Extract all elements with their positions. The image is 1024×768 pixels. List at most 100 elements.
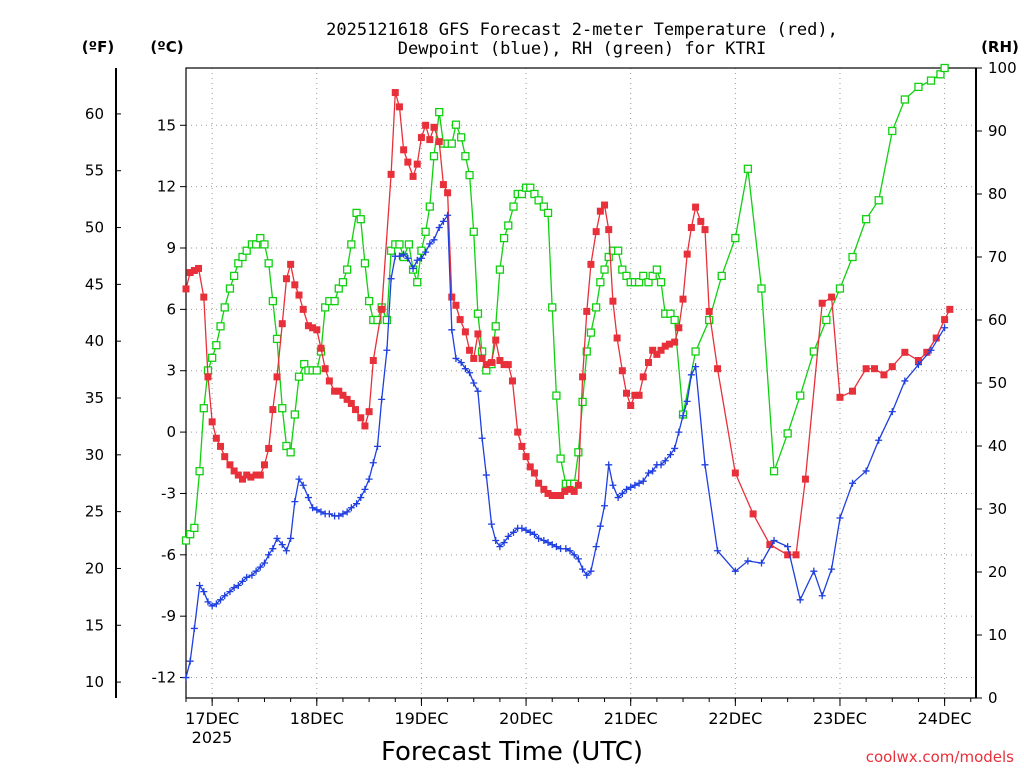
dewpoint-point [618,489,626,497]
dewpoint-point [369,459,377,467]
rh-point [352,208,361,218]
celsius-tick-label: 9 [166,239,176,257]
dewpoint-point [627,483,635,491]
rh-tick-label: 90 [988,122,1007,140]
rh-point [461,152,470,161]
dewpoint-point [562,545,570,553]
dewpoint-point [631,481,639,489]
fahrenheit-tick-label: 15 [85,616,104,634]
dewpoint-point [353,500,361,508]
temperature-point [496,357,504,364]
dewpoint-point [875,436,883,444]
dewpoint-point [675,428,683,436]
rh-point [582,347,591,356]
temperature-point [317,344,325,352]
rh-point [181,536,191,545]
dewpoint-point [526,528,534,536]
rh-point [596,278,605,287]
temperature-point [932,334,940,342]
dewpoint-point [387,275,395,283]
temperature-point [570,487,578,495]
temperature-point [828,293,836,301]
temperature-point [404,158,412,166]
dewpoint-point [448,326,456,334]
temperature-point [221,453,229,461]
rh-point [477,347,487,356]
rh-point [195,467,204,476]
dewpoint-point [400,250,408,258]
rh-point [321,303,330,312]
temperature-point [361,422,369,430]
temperature-point [701,226,709,234]
celsius-tick-label: -6 [161,546,176,564]
temperature-point [941,316,949,324]
temperature-point [749,510,757,518]
dewpoint-point [657,461,665,469]
x-tick-label: 23DEC [813,709,867,728]
dewpoint-point [888,408,896,416]
temperature-point [269,406,277,414]
x-axis-title: Forecast Time (UTC) [381,737,643,767]
temperature-point [409,172,417,180]
temperature-point [204,373,212,381]
temperature-point [461,328,469,336]
temperature-point [435,138,443,146]
temperature-point [190,267,198,274]
dewpoint-point [492,537,500,544]
temperature-point [579,373,587,381]
dewpoint-point [435,224,443,232]
rh-point [225,284,235,293]
dewpoint-point [757,559,765,567]
temperature-point [587,260,595,268]
rh-tick-label: 70 [988,248,1007,266]
rh-point [278,404,287,413]
temperature-point [849,387,857,395]
temperature-point [347,399,355,407]
temperature-point [226,461,234,469]
dewpoint-point [413,256,421,264]
temperature-point [452,301,460,309]
temperature-point [234,471,242,479]
temperature-point [287,260,295,268]
dewpoint-point [252,567,260,575]
rh-point [691,347,700,356]
rh-point [260,240,269,249]
temperature-point [243,471,251,479]
temperature-point [309,324,317,332]
temperature-point [618,367,626,375]
dewpoint-point [496,543,504,551]
temperature-point [195,264,203,272]
dewpoint-point [182,674,190,682]
dewpoint-point [243,573,251,581]
temperature-point [208,418,216,426]
dewpoint-point [208,602,216,610]
dewpoint-point [439,217,447,225]
rh-point [731,233,740,243]
rh-point [586,328,596,337]
dewpoint-point [635,479,643,487]
temperature-point [880,371,888,379]
temperature-point [692,203,700,211]
temperature-point [548,492,556,499]
rh-point [618,265,627,274]
rh-point [220,303,229,312]
dewpoint-point [583,571,591,579]
rh-point [888,126,897,136]
dewpoint-point [287,534,295,542]
rh-point [552,391,561,400]
temperature-point [444,189,452,197]
dewpoint-point [784,543,792,551]
rh-point [548,303,557,312]
watermark: coolwx.com/models [866,748,1014,766]
rh-point [421,227,430,236]
temperature-point [518,442,526,450]
rh-point [534,196,543,205]
dewpoint-point [212,600,220,608]
temperature-point [212,434,220,442]
fahrenheit-tick-label: 25 [85,503,104,521]
temperature-point [552,492,560,499]
year-label: 2025 [192,728,233,747]
rh-point [648,271,657,281]
rh-point [574,448,583,457]
dewpoint-point [474,387,482,395]
